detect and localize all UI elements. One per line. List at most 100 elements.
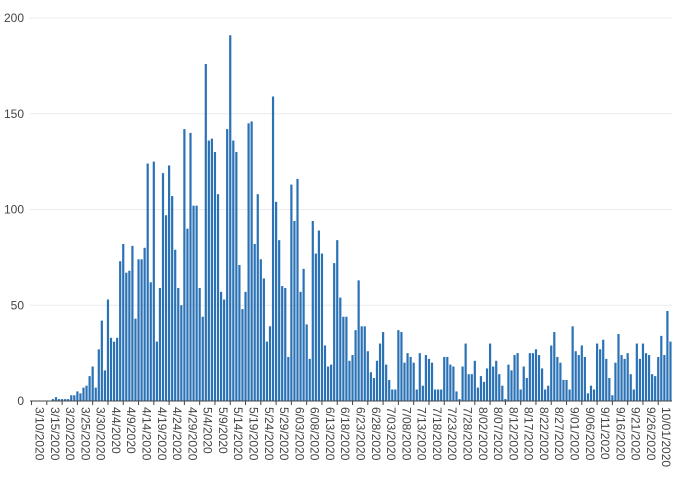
x-tick-label: 5/14/2020: [231, 407, 245, 461]
bar: [440, 389, 443, 401]
bar: [342, 316, 345, 401]
x-tick-label: 5/29/2020: [277, 407, 291, 461]
bar: [391, 389, 394, 401]
bar: [461, 366, 464, 401]
bar: [464, 343, 467, 401]
bar: [305, 324, 308, 401]
bar: [620, 355, 623, 401]
x-tick-label: 3/10/2020: [33, 407, 47, 461]
bar: [565, 379, 568, 401]
bar: [241, 309, 244, 401]
x-tick-label: 3/25/2020: [78, 407, 92, 461]
bar: [195, 205, 198, 401]
bar: [473, 360, 476, 401]
bar: [654, 376, 657, 401]
x-tick-label: 10/01/2020: [659, 407, 673, 467]
x-tick-label: 5/19/2020: [247, 407, 261, 461]
bar: [271, 96, 275, 401]
bar: [204, 63, 207, 402]
bar: [345, 316, 348, 401]
bar: [614, 362, 617, 401]
bar: [168, 165, 171, 401]
bar: [568, 389, 571, 401]
bar: [489, 343, 492, 401]
bar: [647, 355, 651, 401]
bar: [415, 389, 418, 401]
bar: [446, 356, 449, 401]
bar: [326, 366, 330, 401]
bar: [452, 366, 455, 401]
bar: [623, 358, 626, 401]
bar: [540, 368, 544, 401]
bar: [580, 345, 583, 401]
gridlines: [30, 17, 672, 306]
bar: [67, 399, 70, 401]
bar: [238, 265, 241, 401]
bar: [192, 205, 195, 401]
bar: [186, 228, 189, 401]
bar: [366, 351, 369, 401]
x-tick-label: 8/12/2020: [506, 407, 520, 461]
bar: [443, 356, 446, 401]
bar: [482, 381, 486, 401]
bar: [140, 259, 143, 401]
bar: [122, 243, 125, 401]
bar: [106, 299, 110, 401]
bar: [522, 366, 525, 401]
bar: [201, 316, 204, 401]
x-tick-label: 6/08/2020: [308, 407, 322, 461]
bar: [644, 353, 648, 402]
bar: [137, 259, 140, 401]
bar: [611, 395, 614, 401]
x-tick-label: 8/17/2020: [522, 407, 536, 461]
bar: [287, 356, 290, 401]
x-tick-label: 6/23/2020: [354, 407, 368, 461]
bar: [663, 355, 666, 401]
bar: [339, 297, 342, 401]
bar: [302, 268, 305, 401]
bar: [409, 356, 412, 401]
bar: [492, 366, 495, 401]
x-tick-label: 6/13/2020: [323, 407, 337, 461]
bar: [94, 387, 97, 401]
bar: [57, 399, 61, 401]
y-tick-label: 100: [4, 203, 24, 217]
bar: [378, 343, 382, 401]
bar: [174, 249, 177, 401]
bar: [544, 389, 547, 401]
x-tick-label: 6/28/2020: [369, 407, 383, 461]
x-tick-label: 9/01/2020: [568, 407, 582, 461]
bar: [418, 353, 421, 402]
bar: [525, 378, 528, 401]
bar: [479, 376, 483, 401]
bar: [577, 355, 580, 401]
bar: [531, 353, 534, 402]
bar: [76, 391, 79, 401]
bar: [247, 123, 250, 401]
bar: [152, 161, 155, 402]
bar: [100, 320, 103, 401]
bar: [421, 385, 424, 401]
bar: [73, 395, 76, 401]
x-tick-label: 4/19/2020: [155, 407, 169, 461]
x-tick-label: 5/4/2020: [201, 407, 215, 454]
bar: [143, 247, 146, 401]
x-tick-label: 5/24/2020: [262, 407, 276, 461]
bar: [632, 389, 635, 401]
bar: [369, 372, 372, 401]
bar: [467, 374, 470, 401]
x-axis-ticks: 3/10/2020 3/15/2020 3/20/2020 3/25/2020 3/30…: [31, 401, 673, 467]
bar: [596, 343, 599, 401]
x-tick-label: 4/9/2020: [124, 407, 138, 454]
bar: [226, 129, 229, 401]
bar: [85, 385, 88, 401]
bar: [299, 291, 302, 401]
bar: [109, 337, 113, 401]
x-tick-label: 6/03/2020: [292, 407, 306, 461]
bar: [470, 374, 473, 401]
bar: [171, 196, 174, 401]
bar: [485, 368, 489, 401]
bar: [177, 288, 180, 401]
bar: [354, 330, 357, 401]
bar: [430, 362, 434, 401]
